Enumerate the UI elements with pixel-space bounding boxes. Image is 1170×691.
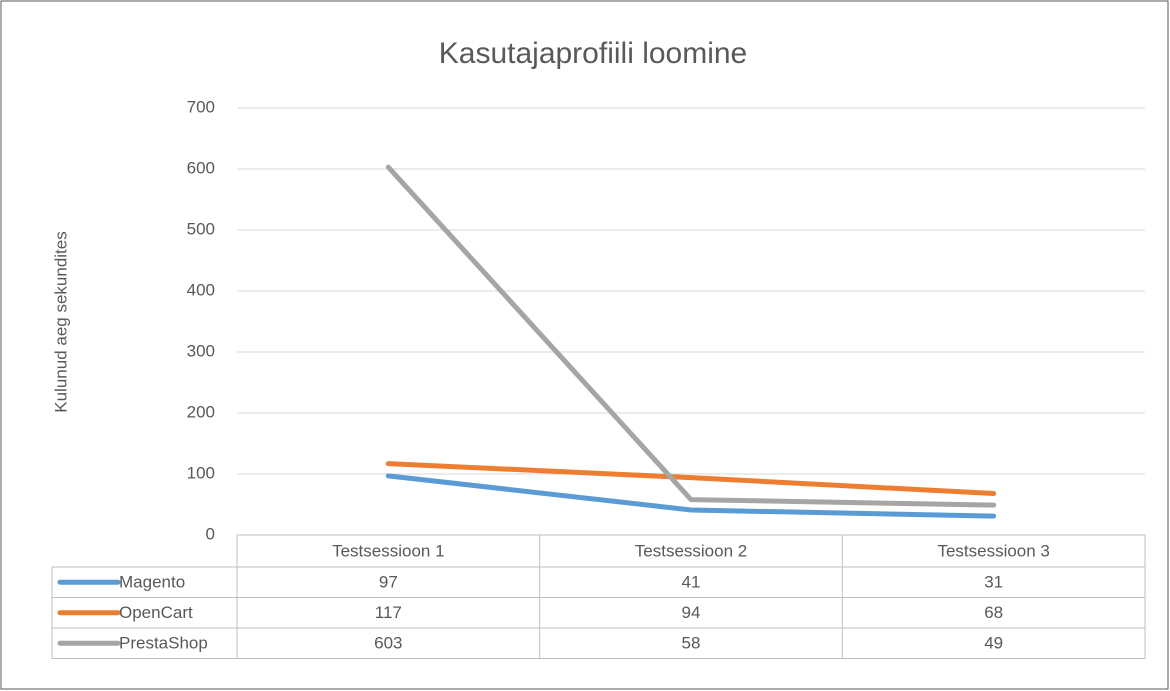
data-label: 31 (984, 573, 1003, 592)
y-axis-label: Kulunud aeg sekundites (51, 231, 70, 412)
y-tick-label: 600 (187, 158, 215, 177)
x-tick-label: Testsessioon 3 (937, 541, 1049, 560)
legend-label: OpenCart (119, 603, 193, 622)
x-tick-label: Testsessioon 1 (332, 541, 444, 560)
series-line (385, 461, 997, 497)
data-label: 68 (984, 603, 1003, 622)
series-line (385, 164, 997, 508)
y-tick-label: 200 (187, 402, 215, 421)
legend-label: Magento (119, 573, 185, 592)
data-label: 97 (379, 573, 398, 592)
data-label: 603 (374, 634, 402, 653)
data-label: 94 (682, 603, 701, 622)
y-tick-label: 400 (187, 280, 215, 299)
series-line (385, 473, 997, 519)
y-tick-label: 700 (187, 97, 215, 116)
data-label: 58 (682, 634, 701, 653)
data-label: 49 (984, 634, 1003, 653)
x-tick-label: Testsessioon 2 (635, 541, 747, 560)
y-tick-label: 0 (206, 524, 215, 543)
y-tick-label: 100 (187, 463, 215, 482)
legend-label: PrestaShop (119, 634, 208, 653)
y-tick-label: 300 (187, 341, 215, 360)
chart-title: Kasutajaprofiili loomine (439, 37, 748, 70)
data-label: 41 (682, 573, 701, 592)
y-tick-label: 500 (187, 219, 215, 238)
data-label: 117 (375, 603, 402, 622)
